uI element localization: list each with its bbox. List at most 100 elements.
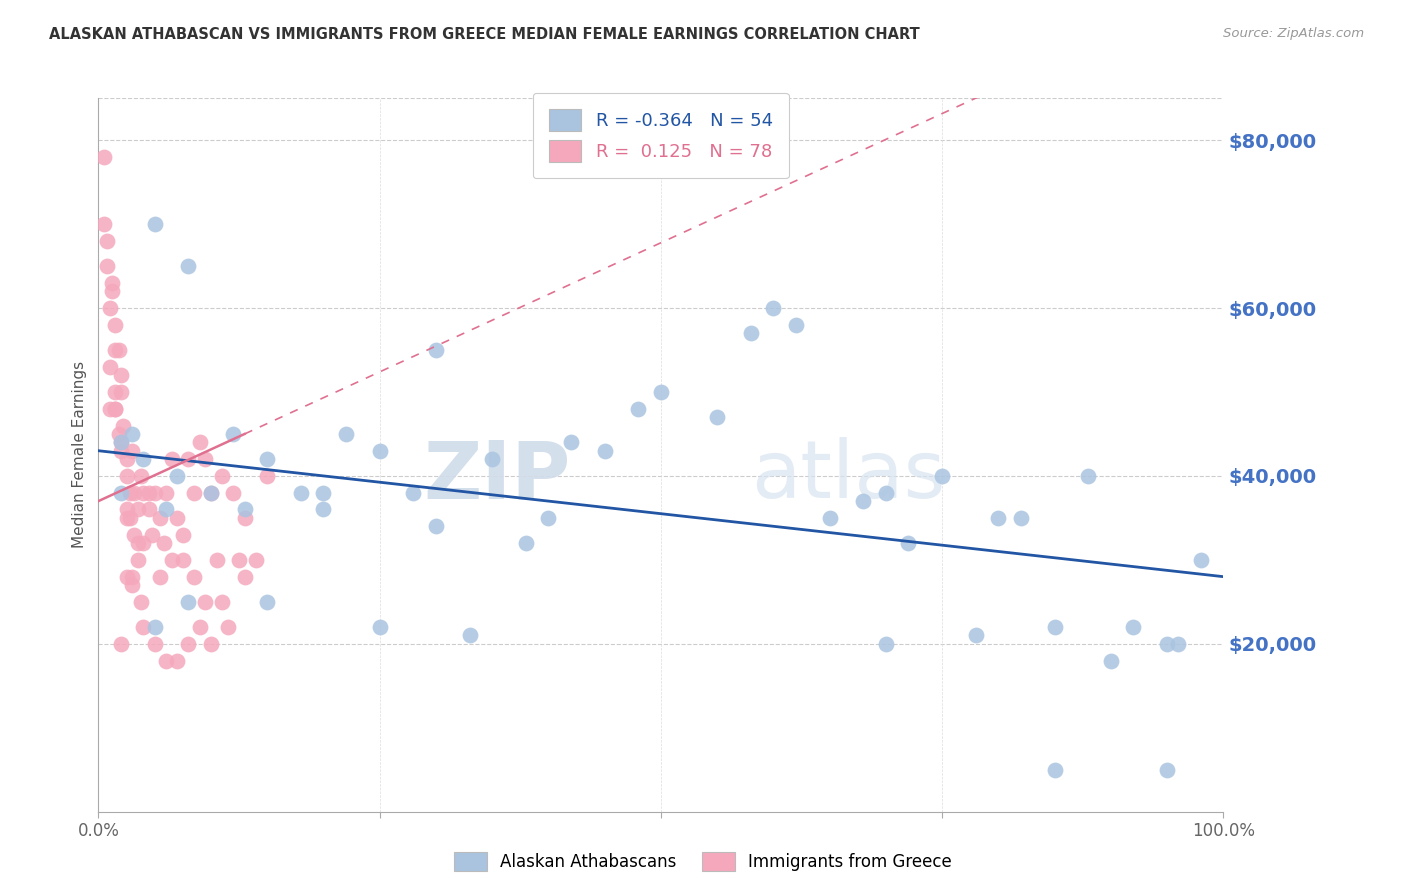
Point [115, 452, 138, 467]
Point [1043, 763, 1066, 777]
Point [1043, 620, 1066, 634]
Point [1099, 654, 1122, 668]
Point [96, 259, 118, 273]
Point [233, 511, 256, 525]
Point [110, 637, 132, 651]
Point [121, 426, 143, 441]
Point [104, 384, 127, 399]
Point [98, 401, 121, 416]
Point [1189, 553, 1212, 567]
Point [115, 502, 138, 516]
Point [852, 494, 875, 508]
Point [104, 343, 127, 357]
Point [965, 628, 987, 642]
Point [222, 485, 245, 500]
Point [256, 469, 278, 483]
Point [149, 511, 172, 525]
Point [160, 452, 183, 467]
Point [931, 469, 953, 483]
Point [96, 234, 118, 248]
Point [897, 536, 920, 550]
Point [1077, 469, 1099, 483]
Legend: Alaskan Athabascans, Immigrants from Greece: Alaskan Athabascans, Immigrants from Gre… [446, 843, 960, 880]
Point [143, 485, 166, 500]
Point [875, 637, 897, 651]
Point [121, 569, 143, 583]
Point [129, 469, 152, 483]
Point [132, 485, 155, 500]
Legend: R = -0.364   N = 54, R =  0.125   N = 78: R = -0.364 N = 54, R = 0.125 N = 78 [533, 93, 789, 178]
Point [112, 418, 135, 433]
Point [121, 443, 143, 458]
Point [1156, 637, 1178, 651]
Point [110, 368, 132, 383]
Point [200, 485, 222, 500]
Point [1167, 637, 1189, 651]
Point [107, 426, 129, 441]
Point [1122, 620, 1144, 634]
Point [166, 654, 188, 668]
Text: ALASKAN ATHABASCAN VS IMMIGRANTS FROM GREECE MEDIAN FEMALE EARNINGS CORRELATION : ALASKAN ATHABASCAN VS IMMIGRANTS FROM GR… [49, 27, 920, 42]
Point [107, 343, 129, 357]
Point [211, 469, 233, 483]
Point [132, 452, 155, 467]
Point [256, 452, 278, 467]
Point [217, 620, 239, 634]
Point [141, 527, 163, 541]
Point [593, 443, 616, 458]
Point [706, 410, 728, 425]
Point [98, 301, 121, 315]
Point [115, 569, 138, 583]
Point [560, 435, 582, 450]
Point [124, 527, 146, 541]
Point [335, 426, 357, 441]
Point [132, 536, 155, 550]
Point [121, 578, 143, 592]
Text: atlas: atlas [751, 437, 945, 516]
Point [118, 511, 141, 525]
Point [177, 637, 200, 651]
Point [194, 452, 217, 467]
Point [233, 502, 256, 516]
Point [177, 595, 200, 609]
Point [481, 452, 503, 467]
Point [138, 485, 160, 500]
Point [115, 469, 138, 483]
Point [312, 502, 335, 516]
Point [127, 536, 149, 550]
Point [155, 654, 177, 668]
Point [188, 435, 211, 450]
Point [110, 435, 132, 450]
Point [402, 485, 425, 500]
Point [172, 553, 194, 567]
Point [200, 485, 222, 500]
Point [200, 637, 222, 651]
Point [152, 536, 174, 550]
Point [368, 443, 391, 458]
Point [110, 435, 132, 450]
Point [118, 485, 141, 500]
Point [166, 469, 188, 483]
Point [211, 595, 233, 609]
Point [104, 401, 127, 416]
Point [177, 259, 200, 273]
Point [205, 553, 228, 567]
Point [93, 217, 115, 231]
Point [188, 620, 211, 634]
Point [368, 620, 391, 634]
Point [98, 359, 121, 374]
Point [155, 502, 177, 516]
Point [1156, 763, 1178, 777]
Point [183, 569, 205, 583]
Point [110, 443, 132, 458]
Point [101, 284, 124, 298]
Point [149, 569, 172, 583]
Point [740, 326, 762, 341]
Point [425, 343, 447, 357]
Point [458, 628, 481, 642]
Point [127, 553, 149, 567]
Point [124, 485, 146, 500]
Point [233, 569, 256, 583]
Text: Source: ZipAtlas.com: Source: ZipAtlas.com [1223, 27, 1364, 40]
Point [762, 301, 785, 315]
